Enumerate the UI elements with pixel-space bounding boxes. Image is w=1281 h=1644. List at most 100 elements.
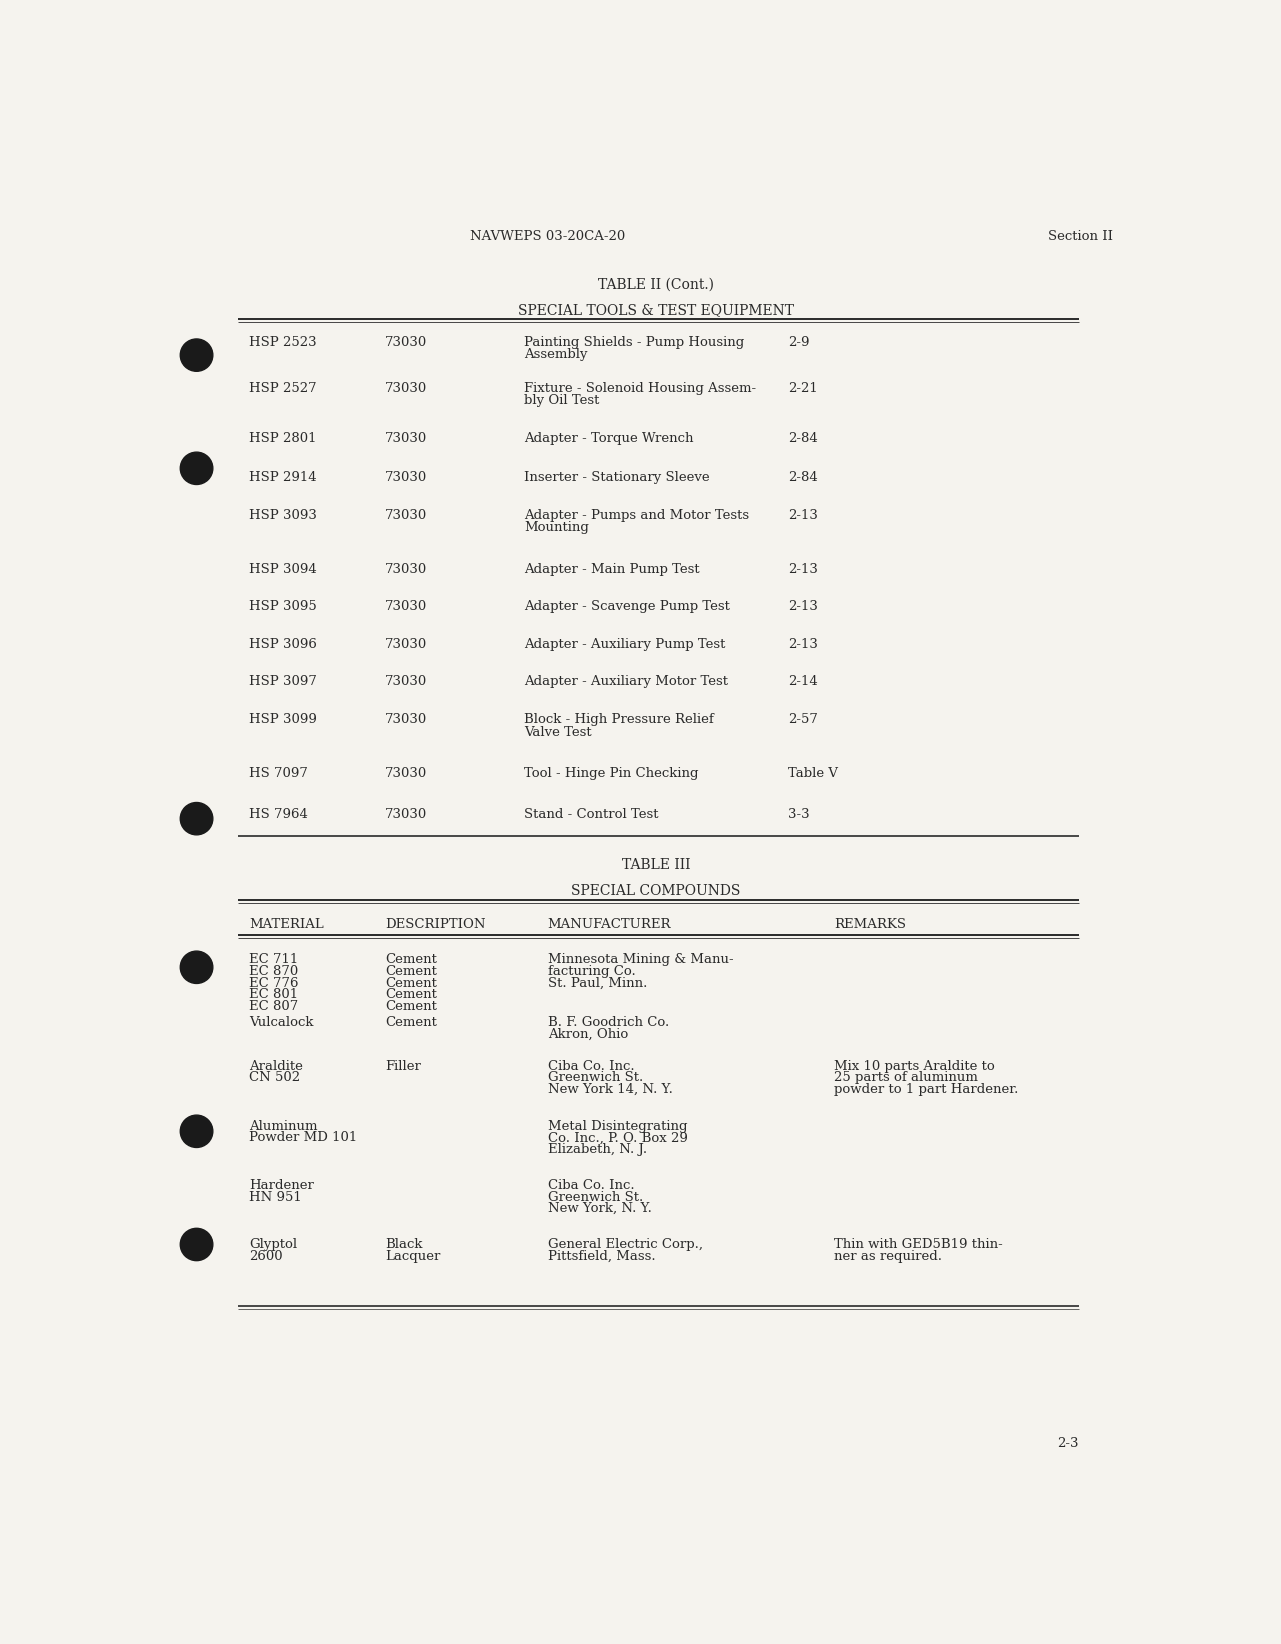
Text: Inserter - Stationary Sleeve: Inserter - Stationary Sleeve xyxy=(524,470,710,483)
Text: 73030: 73030 xyxy=(384,768,427,781)
Text: powder to 1 part Hardener.: powder to 1 part Hardener. xyxy=(834,1083,1018,1097)
Text: 73030: 73030 xyxy=(384,676,427,689)
Text: 73030: 73030 xyxy=(384,470,427,483)
Text: Pittsfield, Mass.: Pittsfield, Mass. xyxy=(547,1249,656,1263)
Circle shape xyxy=(181,452,213,485)
Text: Glyptol: Glyptol xyxy=(250,1238,297,1251)
Text: 2-57: 2-57 xyxy=(788,713,817,727)
Text: Tool - Hinge Pin Checking: Tool - Hinge Pin Checking xyxy=(524,768,699,781)
Circle shape xyxy=(181,1115,213,1148)
Text: 73030: 73030 xyxy=(384,432,427,446)
Text: 2-13: 2-13 xyxy=(788,600,817,613)
Text: EC 870: EC 870 xyxy=(250,965,298,978)
Text: CN 502: CN 502 xyxy=(250,1072,300,1085)
Text: 2-13: 2-13 xyxy=(788,638,817,651)
Text: 2-84: 2-84 xyxy=(788,432,817,446)
Text: HSP 2914: HSP 2914 xyxy=(250,470,316,483)
Text: MATERIAL: MATERIAL xyxy=(250,917,324,931)
Text: Adapter - Main Pump Test: Adapter - Main Pump Test xyxy=(524,562,699,575)
Text: MANUFACTURER: MANUFACTURER xyxy=(547,917,671,931)
Text: HSP 3093: HSP 3093 xyxy=(250,510,318,523)
Circle shape xyxy=(181,802,213,835)
Text: Araldite: Araldite xyxy=(250,1060,304,1072)
Text: 73030: 73030 xyxy=(384,381,427,395)
Text: Table V: Table V xyxy=(788,768,838,781)
Text: NAVWEPS 03-20CA-20: NAVWEPS 03-20CA-20 xyxy=(470,230,625,243)
Text: REMARKS: REMARKS xyxy=(834,917,907,931)
Text: 2-3: 2-3 xyxy=(1057,1437,1079,1450)
Text: TABLE II (Cont.): TABLE II (Cont.) xyxy=(598,278,714,293)
Text: Co. Inc., P. O. Box 29: Co. Inc., P. O. Box 29 xyxy=(547,1131,688,1144)
Text: Lacquer: Lacquer xyxy=(384,1249,441,1263)
Text: Valve Test: Valve Test xyxy=(524,725,592,738)
Text: Minnesota Mining & Manu-: Minnesota Mining & Manu- xyxy=(547,954,733,967)
Text: Aluminum: Aluminum xyxy=(250,1120,318,1133)
Text: Ciba Co. Inc.: Ciba Co. Inc. xyxy=(547,1179,634,1192)
Text: Adapter - Auxiliary Pump Test: Adapter - Auxiliary Pump Test xyxy=(524,638,726,651)
Text: Adapter - Torque Wrench: Adapter - Torque Wrench xyxy=(524,432,694,446)
Text: General Electric Corp.,: General Electric Corp., xyxy=(547,1238,702,1251)
Text: Adapter - Auxiliary Motor Test: Adapter - Auxiliary Motor Test xyxy=(524,676,729,689)
Text: 25 parts of aluminum: 25 parts of aluminum xyxy=(834,1072,979,1085)
Text: B. F. Goodrich Co.: B. F. Goodrich Co. xyxy=(547,1016,669,1029)
Text: HSP 3095: HSP 3095 xyxy=(250,600,316,613)
Text: New York 14, N. Y.: New York 14, N. Y. xyxy=(547,1083,673,1097)
Text: 73030: 73030 xyxy=(384,713,427,727)
Text: Hardener: Hardener xyxy=(250,1179,314,1192)
Text: Cement: Cement xyxy=(384,1000,437,1013)
Circle shape xyxy=(181,1228,213,1261)
Text: HSP 3097: HSP 3097 xyxy=(250,676,318,689)
Text: Black: Black xyxy=(384,1238,423,1251)
Text: Greenwich St.: Greenwich St. xyxy=(547,1072,643,1085)
Text: TABLE III: TABLE III xyxy=(621,858,690,871)
Text: Elizabeth, N. J.: Elizabeth, N. J. xyxy=(547,1143,647,1156)
Text: Greenwich St.: Greenwich St. xyxy=(547,1190,643,1203)
Text: 2-9: 2-9 xyxy=(788,335,810,349)
Text: HN 951: HN 951 xyxy=(250,1190,302,1203)
Text: HSP 3099: HSP 3099 xyxy=(250,713,318,727)
Text: Cement: Cement xyxy=(384,954,437,967)
Text: Cement: Cement xyxy=(384,988,437,1001)
Text: Adapter - Pumps and Motor Tests: Adapter - Pumps and Motor Tests xyxy=(524,510,749,523)
Text: 2-84: 2-84 xyxy=(788,470,817,483)
Text: 2-14: 2-14 xyxy=(788,676,817,689)
Text: Vulcalock: Vulcalock xyxy=(250,1016,314,1029)
Text: 2600: 2600 xyxy=(250,1249,283,1263)
Text: Cement: Cement xyxy=(384,977,437,990)
Text: 2-13: 2-13 xyxy=(788,510,817,523)
Text: EC 801: EC 801 xyxy=(250,988,298,1001)
Text: Cement: Cement xyxy=(384,965,437,978)
Text: Akron, Ohio: Akron, Ohio xyxy=(547,1028,628,1041)
Circle shape xyxy=(181,952,213,983)
Text: 73030: 73030 xyxy=(384,600,427,613)
Text: Ciba Co. Inc.: Ciba Co. Inc. xyxy=(547,1060,634,1072)
Text: 73030: 73030 xyxy=(384,638,427,651)
Text: 3-3: 3-3 xyxy=(788,807,810,820)
Text: Assembly: Assembly xyxy=(524,349,588,362)
Text: 73030: 73030 xyxy=(384,335,427,349)
Text: Powder MD 101: Powder MD 101 xyxy=(250,1131,357,1144)
Text: bly Oil Test: bly Oil Test xyxy=(524,395,600,408)
Text: Cement: Cement xyxy=(384,1016,437,1029)
Text: 2-21: 2-21 xyxy=(788,381,817,395)
Text: Stand - Control Test: Stand - Control Test xyxy=(524,807,658,820)
Text: Filler: Filler xyxy=(384,1060,420,1072)
Text: SPECIAL COMPOUNDS: SPECIAL COMPOUNDS xyxy=(571,884,740,898)
Text: facturing Co.: facturing Co. xyxy=(547,965,635,978)
Text: HSP 2801: HSP 2801 xyxy=(250,432,316,446)
Text: EC 776: EC 776 xyxy=(250,977,298,990)
Text: Block - High Pressure Relief: Block - High Pressure Relief xyxy=(524,713,714,727)
Text: 73030: 73030 xyxy=(384,807,427,820)
Text: St. Paul, Minn.: St. Paul, Minn. xyxy=(547,977,647,990)
Text: Mounting: Mounting xyxy=(524,521,589,534)
Text: New York, N. Y.: New York, N. Y. xyxy=(547,1202,652,1215)
Text: Section II: Section II xyxy=(1048,230,1113,243)
Text: HSP 2523: HSP 2523 xyxy=(250,335,316,349)
Text: SPECIAL TOOLS & TEST EQUIPMENT: SPECIAL TOOLS & TEST EQUIPMENT xyxy=(518,304,794,317)
Text: EC 807: EC 807 xyxy=(250,1000,298,1013)
Text: DESCRIPTION: DESCRIPTION xyxy=(384,917,485,931)
Text: EC 711: EC 711 xyxy=(250,954,298,967)
Text: 2-13: 2-13 xyxy=(788,562,817,575)
Text: Painting Shields - Pump Housing: Painting Shields - Pump Housing xyxy=(524,335,744,349)
Text: HSP 3094: HSP 3094 xyxy=(250,562,316,575)
